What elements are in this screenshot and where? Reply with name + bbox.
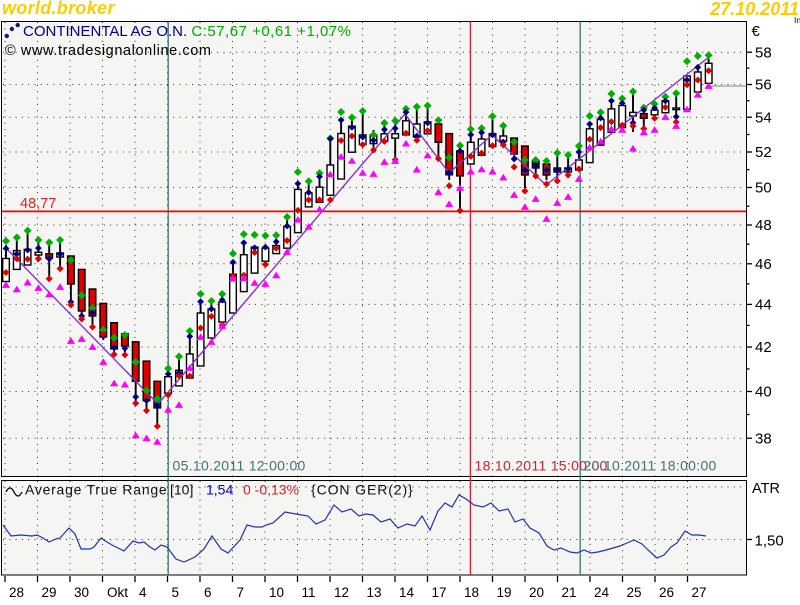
svg-text:50: 50 <box>755 180 772 197</box>
svg-text:Okt: Okt <box>107 585 128 600</box>
svg-text:27.10.2011: 27.10.2011 <box>709 0 799 19</box>
svg-text:13: 13 <box>367 585 382 600</box>
svg-text:18.10.2011 15:00:00: 18.10.2011 15:00:00 <box>475 458 608 474</box>
svg-text:48,77: 48,77 <box>20 196 56 212</box>
svg-text:6: 6 <box>204 585 212 600</box>
svg-text:56: 56 <box>755 77 772 94</box>
svg-text:14: 14 <box>399 585 415 600</box>
svg-text:19: 19 <box>497 585 512 600</box>
svg-text:1,50: 1,50 <box>755 533 784 550</box>
svg-text:20.10.2011 18:00:00: 20.10.2011 18:00:00 <box>584 458 717 474</box>
svg-text:0 -0,13%: 0 -0,13% <box>243 482 299 498</box>
svg-text:20: 20 <box>529 585 544 600</box>
svg-text:38: 38 <box>755 430 772 447</box>
svg-text:7: 7 <box>237 585 245 600</box>
svg-text:1,54: 1,54 <box>206 482 233 498</box>
svg-text:25: 25 <box>627 585 642 600</box>
svg-text:21: 21 <box>562 585 577 600</box>
svg-text:17: 17 <box>432 585 447 600</box>
svg-text:[10]: [10] <box>170 482 193 498</box>
svg-text:05.10.2011 12:00:00: 05.10.2011 12:00:00 <box>173 458 306 474</box>
svg-text:24: 24 <box>594 585 610 600</box>
svg-text:4: 4 <box>139 585 147 600</box>
svg-text:Average True Range: Average True Range <box>25 482 167 498</box>
svg-text:29: 29 <box>42 585 57 600</box>
svg-text:18: 18 <box>464 585 479 600</box>
svg-text:26: 26 <box>659 585 674 600</box>
svg-text:46: 46 <box>755 256 772 273</box>
svg-text:ATR: ATR <box>752 481 780 497</box>
svg-text:42: 42 <box>755 339 772 356</box>
svg-text:28: 28 <box>9 585 24 600</box>
svg-text:58: 58 <box>755 45 772 62</box>
svg-text:27: 27 <box>692 585 707 600</box>
svg-text:{CON GER(2)}: {CON GER(2)} <box>311 482 414 498</box>
svg-text:12: 12 <box>334 585 349 600</box>
svg-text:40: 40 <box>755 384 772 401</box>
svg-text:CONTINENTAL AG O.N. C:57,67 +0: CONTINENTAL AG O.N. C:57,67 +0,61 +1,07% <box>23 23 351 40</box>
svg-text:10: 10 <box>269 585 284 600</box>
svg-text:52: 52 <box>755 144 772 161</box>
svg-text:54: 54 <box>755 109 772 126</box>
svg-text:11: 11 <box>302 585 316 600</box>
svg-text:€: € <box>752 23 761 40</box>
svg-text:5: 5 <box>172 585 180 600</box>
svg-text:© www.tradesignalonline.com: © www.tradesignalonline.com <box>5 43 212 59</box>
svg-text:48: 48 <box>755 217 772 234</box>
svg-text:In: In <box>794 15 800 25</box>
svg-text:44: 44 <box>755 297 772 314</box>
svg-text:world.broker: world.broker <box>2 0 115 18</box>
svg-text:30: 30 <box>74 585 89 600</box>
